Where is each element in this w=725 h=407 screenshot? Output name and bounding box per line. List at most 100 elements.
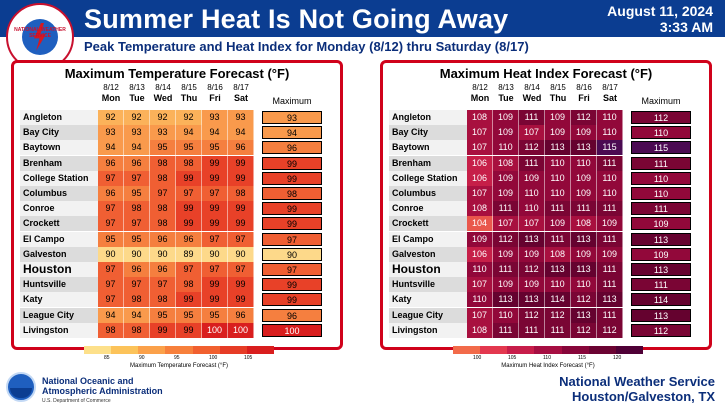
temp-value-cell: 92	[150, 110, 176, 125]
temp-maximum-cell: 96	[262, 308, 322, 322]
hi-value-cell: 111	[545, 231, 571, 247]
temp-city-name: Houston	[20, 262, 98, 277]
temp-value-cell: 95	[202, 140, 228, 156]
hi-table-row: Baytown 107 110 112 113 113 115 115	[389, 140, 691, 156]
temp-value-cell: 97	[150, 277, 176, 293]
hi-maximum-cell: 114	[631, 293, 691, 307]
temp-table-row: Angleton 92 92 92 92 93 93 93	[20, 110, 322, 125]
hi-value-cell: 111	[519, 110, 545, 125]
temp-value-cell: 90	[150, 246, 176, 262]
temp-maximum-cell: 99	[262, 171, 322, 185]
temp-day-header: 8/14 Wed	[150, 82, 176, 104]
hi-value-cell: 107	[467, 125, 493, 141]
hi-maximum-cell: 110	[631, 187, 691, 200]
hi-value-cell: 107	[467, 186, 493, 201]
temp-city-name: Brenham	[20, 155, 98, 171]
temp-value-cell: 97	[176, 262, 202, 277]
hi-value-cell: 111	[545, 322, 571, 338]
temp-value-cell: 94	[176, 125, 202, 141]
temp-day-date: 8/16	[207, 83, 223, 92]
temp-value-cell: 98	[150, 216, 176, 232]
hi-value-cell: 111	[519, 322, 545, 338]
hi-value-cell: 113	[545, 140, 571, 156]
temp-value-cell: 93	[228, 110, 254, 125]
temp-maximum-cell: 90	[262, 247, 322, 261]
temp-value-cell: 93	[150, 125, 176, 141]
temp-table-row: Conroe 97 98 98 99 99 99 99	[20, 201, 322, 217]
hi-day-date: 8/15	[550, 83, 566, 92]
temp-value-cell: 99	[202, 277, 228, 293]
temp-value-cell: 97	[228, 262, 254, 277]
hi-value-cell: 113	[493, 292, 519, 308]
temp-scale-segment	[138, 346, 166, 354]
noaa-line2: Atmospheric Administration	[42, 386, 163, 396]
temp-scale-segment	[219, 346, 248, 354]
temp-value-cell: 94	[202, 125, 228, 141]
hi-table-row: Houston 110 111 112 113 113 111 113	[389, 262, 691, 277]
hi-value-cell: 111	[493, 322, 519, 338]
hi-value-cell: 113	[545, 262, 571, 277]
temp-day-header: 8/12 Mon	[98, 82, 124, 104]
temp-value-cell: 94	[98, 140, 124, 156]
hi-table-row: League City 107 110 112 112 113 111 113	[389, 307, 691, 323]
hi-city-name: Crockett	[389, 216, 467, 232]
temp-table-row: Katy 97 98 98 99 99 99 99	[20, 292, 322, 308]
hi-table-row: Bay City 107 109 107 109 109 110 110	[389, 125, 691, 141]
temp-value-cell: 99	[150, 322, 176, 338]
hi-value-cell: 109	[493, 246, 519, 262]
hi-value-cell: 108	[493, 155, 519, 171]
hi-value-cell: 106	[467, 170, 493, 186]
temp-table-row: League City 94 94 95 95 95 96 96	[20, 307, 322, 323]
temp-value-cell: 97	[98, 201, 124, 217]
temp-city-name: Crockett	[20, 216, 98, 232]
hi-value-cell: 106	[467, 246, 493, 262]
hi-value-cell: 107	[519, 125, 545, 141]
temp-scale-tick: 100	[209, 355, 218, 361]
hi-day-name: Thu	[549, 93, 567, 103]
hi-value-cell: 109	[493, 110, 519, 125]
hi-city-name: Bay City	[389, 125, 467, 141]
temp-value-cell: 99	[176, 322, 202, 338]
hi-table-row: Crockett 104 107 107 109 108 109 109	[389, 216, 691, 232]
hi-value-cell: 107	[467, 307, 493, 323]
hi-value-cell: 110	[545, 277, 571, 293]
hi-value-cell: 114	[545, 292, 571, 308]
temp-city-name: Angleton	[20, 110, 98, 125]
hi-value-cell: 109	[493, 277, 519, 293]
temp-value-cell: 97	[202, 262, 228, 277]
hi-value-cell: 111	[597, 277, 623, 293]
temp-value-cell: 95	[124, 231, 150, 247]
hi-value-cell: 115	[597, 140, 623, 156]
hi-scale-segment	[561, 346, 590, 354]
temp-city-name: Galveston	[20, 246, 98, 262]
temp-value-cell: 97	[124, 277, 150, 293]
hi-value-cell: 111	[597, 201, 623, 217]
temp-table-row: Houston 97 96 96 97 97 97 97	[20, 262, 322, 277]
hi-value-cell: 107	[467, 277, 493, 293]
hi-value-cell: 110	[493, 140, 519, 156]
temp-value-cell: 98	[228, 186, 254, 201]
hi-maximum-cell: 110	[631, 126, 691, 140]
temp-day-header: 8/16 Fri	[202, 82, 228, 104]
hi-value-cell: 111	[571, 201, 597, 217]
temp-value-cell: 97	[98, 170, 124, 186]
hi-value-cell: 108	[467, 110, 493, 125]
hi-city-name: Galveston	[389, 246, 467, 262]
hi-value-cell: 108	[467, 201, 493, 217]
temp-value-cell: 95	[124, 186, 150, 201]
temp-value-cell: 98	[150, 201, 176, 217]
temp-value-cell: 94	[124, 307, 150, 323]
temp-table-row: El Campo 95 95 96 96 97 97 97	[20, 231, 322, 247]
temp-scale-tick: 95	[174, 355, 180, 361]
hi-day-date: 8/17	[602, 83, 618, 92]
hi-city-name: College Station	[389, 170, 467, 186]
hi-value-cell: 113	[571, 231, 597, 247]
hi-value-cell: 112	[545, 307, 571, 323]
hi-maximum-cell: 113	[631, 308, 691, 322]
hi-value-cell: 107	[467, 140, 493, 156]
temp-city-name: Livingston	[20, 322, 98, 338]
temp-maximum-cell: 99	[262, 278, 322, 292]
hi-city-name: El Campo	[389, 231, 467, 247]
temp-day-date: 8/13	[129, 83, 145, 92]
hi-value-cell: 110	[597, 186, 623, 201]
